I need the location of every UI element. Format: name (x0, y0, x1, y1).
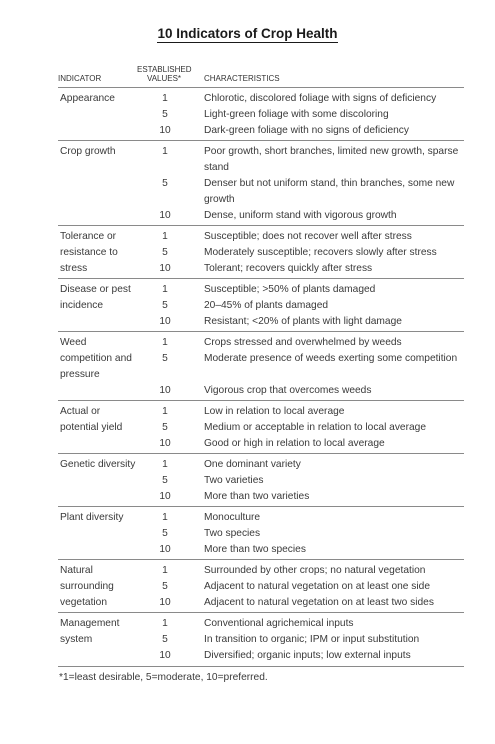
characteristic-cell: Vigorous crop that overcomes weeds (204, 385, 372, 396)
characteristic-cell: More than two varieties (204, 491, 310, 502)
characteristic-cell: Crops stressed and overwhelmed by weeds (204, 337, 402, 348)
characteristic-cell: Moderately susceptible; recovers slowly … (204, 247, 437, 258)
characteristic-cell: Two varieties (204, 475, 264, 486)
value-cell: 1 (162, 284, 168, 295)
characteristic-cell: Susceptible; does not recover well after… (204, 231, 412, 242)
footnote: *1=least desirable, 5=moderate, 10=prefe… (59, 672, 268, 683)
characteristic-cell: Low in relation to local average (204, 406, 345, 417)
value-cell: 10 (159, 125, 171, 136)
table-row-group: Weed competition and pressure 1 Crops stre… (58, 331, 464, 401)
table-row-group: Crop growth 1 Poor growth, short branches,… (58, 140, 464, 226)
characteristic-cell: Light-green foliage with some discolorin… (204, 109, 389, 120)
characteristic-cell: Surrounded by other crops; no natural ve… (204, 565, 426, 576)
header-values-line1: ESTABLISHED (137, 65, 192, 74)
characteristic-cell: Chlorotic, discolored foliage with signs… (204, 93, 437, 104)
indicator-cell: Actual or potential yield (60, 406, 123, 433)
value-cell: 1 (162, 618, 168, 629)
indicator-cell: Tolerance or resistance to stress (60, 231, 118, 274)
value-cell: 5 (162, 634, 168, 645)
indicator-cell: Weed competition and pressure (60, 337, 132, 380)
indicator-cell: Crop growth (60, 146, 116, 157)
value-cell: 5 (162, 109, 168, 120)
value-cell: 10 (159, 210, 171, 221)
title-text: 10 Indicators of Crop Health (157, 26, 338, 43)
indicator-cell: Natural surrounding vegetation (60, 565, 114, 608)
value-cell: 1 (162, 146, 168, 157)
value-cell: 5 (162, 178, 168, 189)
value-cell: 1 (162, 231, 168, 242)
characteristic-cell: More than two species (204, 544, 306, 555)
value-cell: 10 (159, 650, 171, 661)
value-cell: 1 (162, 565, 168, 576)
header-values: ESTABLISHED VALUES* (137, 65, 192, 83)
characteristic-cell: Resistant; <20% of plants with light dam… (204, 316, 402, 327)
value-cell: 1 (162, 93, 168, 104)
characteristic-cell: Poor growth, short branches, limited new… (204, 146, 459, 173)
characteristic-cell: Two species (204, 528, 261, 539)
value-cell: 5 (162, 475, 168, 486)
value-cell: 5 (162, 300, 168, 311)
characteristic-cell: Moderate presence of weeds exerting some… (204, 353, 458, 364)
characteristic-cell: Susceptible; >50% of plants damaged (204, 284, 376, 295)
value-cell: 5 (162, 528, 168, 539)
value-cell: 1 (162, 337, 168, 348)
characteristic-cell: Adjacent to natural vegetation on at lea… (204, 581, 430, 592)
indicator-cell: Genetic diversity (60, 459, 136, 470)
characteristic-cell: Denser but not uniform stand, thin branc… (204, 178, 455, 205)
value-cell: 10 (159, 316, 171, 327)
characteristic-cell: Diversified; organic inputs; low externa… (204, 650, 411, 661)
characteristic-cell: Good or high in relation to local averag… (204, 438, 385, 449)
value-cell: 1 (162, 406, 168, 417)
characteristic-cell: Dark-green foliage with no signs of defi… (204, 125, 409, 136)
value-cell: 5 (162, 422, 168, 433)
value-cell: 10 (159, 544, 171, 555)
characteristic-cell: Monoculture (204, 512, 261, 523)
indicator-cell: Disease or pest incidence (60, 284, 131, 311)
page-title: 10 Indicators of Crop Health (0, 26, 495, 43)
value-cell: 5 (162, 247, 168, 258)
table-row-group: Disease or pest incidence 1 Susceptible; >… (58, 278, 464, 332)
table-row-group: Actual or potential yield 1 Low in relatio… (58, 400, 464, 454)
table-row-group: Plant diversity 1 Monoculture 5 Two species 1… (58, 506, 464, 560)
indicator-cell: Appearance (60, 93, 115, 104)
header-characteristics: CHARACTERISTICS (204, 74, 280, 83)
table-row-group: Genetic diversity 1 One dominant variety 5 T… (58, 453, 464, 507)
characteristic-cell: In transition to organic; IPM or input s… (204, 634, 420, 645)
header-indicator: INDICATOR (58, 74, 102, 83)
value-cell: 1 (162, 459, 168, 470)
characteristic-cell: Dense, uniform stand with vigorous growt… (204, 210, 397, 221)
value-cell: 10 (159, 491, 171, 502)
characteristic-cell: 20–45% of plants damaged (204, 300, 329, 311)
value-cell: 10 (159, 263, 171, 274)
value-cell: 10 (159, 597, 171, 608)
table-row-group: Management system 1 Conventional agrichemi… (58, 612, 464, 667)
indicator-cell: Management system (60, 618, 120, 645)
indicator-cell: Plant diversity (60, 512, 124, 523)
table-row-group: Natural surrounding vegetation 1 Surrounde… (58, 559, 464, 613)
characteristic-cell: Medium or acceptable in relation to loca… (204, 422, 426, 433)
characteristic-cell: Tolerant; recovers quickly after stress (204, 263, 373, 274)
value-cell: 1 (162, 512, 168, 523)
value-cell: 10 (159, 438, 171, 449)
table-header: INDICATOR ESTABLISHED VALUES* CHARACTERI… (58, 59, 464, 88)
table-row-group: Appearance 1 Chlorotic, discolored foliage… (58, 87, 464, 141)
header-values-line2: VALUES* (146, 74, 182, 83)
value-cell: 5 (162, 581, 168, 592)
value-cell: 5 (162, 353, 168, 364)
characteristic-cell: One dominant variety (204, 459, 301, 470)
value-cell: 10 (159, 385, 171, 396)
characteristic-cell: Conventional agrichemical inputs (204, 618, 354, 629)
characteristic-cell: Adjacent to natural vegetation on at lea… (204, 597, 434, 608)
table-row-group: Tolerance or resistance to stress 1 Suscep… (58, 225, 464, 279)
